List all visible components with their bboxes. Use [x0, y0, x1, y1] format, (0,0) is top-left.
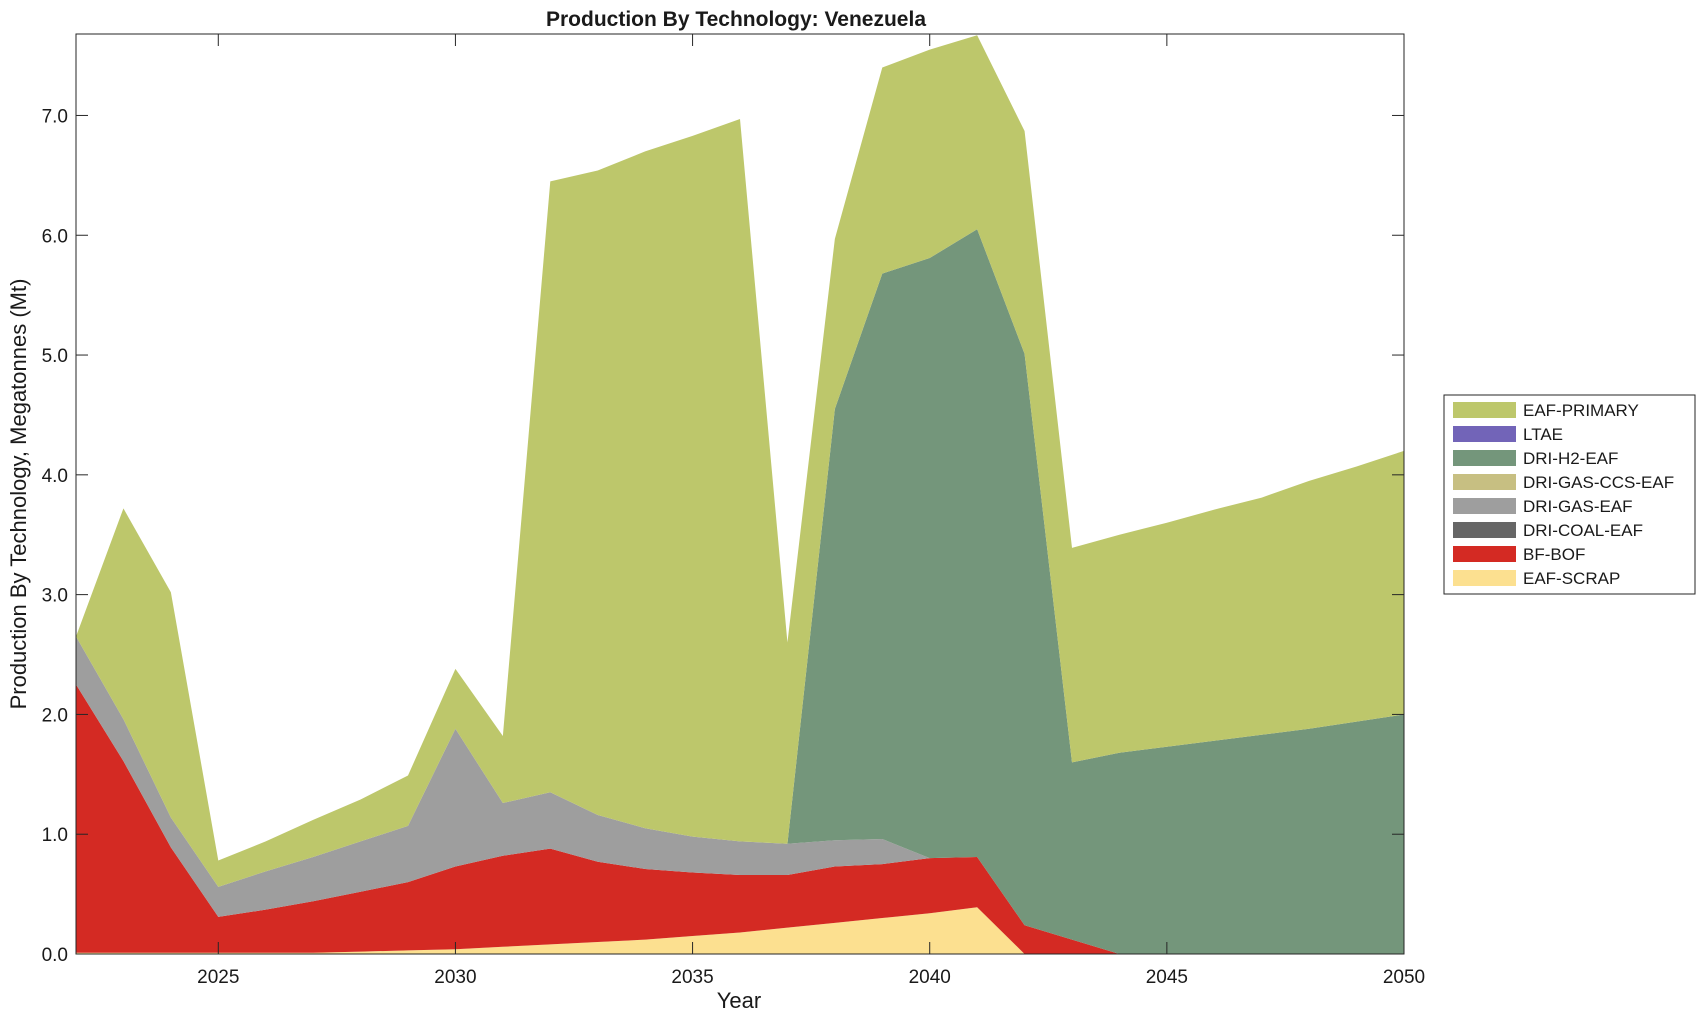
legend-label-dri-gas-eaf: DRI-GAS-EAF	[1523, 497, 1633, 516]
x-tick-label: 2040	[909, 967, 951, 988]
area-dri-gas-eaf	[76, 636, 1404, 954]
legend-label-eaf-scrap: EAF-SCRAP	[1523, 569, 1620, 588]
x-tick-label: 2030	[434, 967, 476, 988]
area-dri-h2-eaf	[76, 229, 1404, 954]
legend-label-ltae: LTAE	[1523, 425, 1563, 444]
y-axis: 0.0 1.0 2.0 3.0 4.0 5.0 6.0 7.0	[42, 106, 1404, 966]
x-tick-label: 2045	[1146, 967, 1188, 988]
x-axis-label: Year	[717, 988, 761, 1013]
y-tick-label: 1.0	[42, 825, 68, 846]
chart-title: Production By Technology: Venezuela	[546, 8, 926, 31]
x-tick-label: 2035	[671, 967, 713, 988]
legend-swatch-eaf-primary	[1453, 402, 1516, 418]
legend-label-dri-coal-eaf: DRI-COAL-EAF	[1523, 521, 1643, 540]
legend-swatch-ltae	[1453, 426, 1516, 442]
area-eaf-scrap	[76, 907, 1404, 954]
legend-label-bf-bof: BF-BOF	[1523, 545, 1585, 564]
legend-label-dri-h2-eaf: DRI-H2-EAF	[1523, 449, 1618, 468]
legend-label-dri-gas-ccs-eaf: DRI-GAS-CCS-EAF	[1523, 473, 1674, 492]
y-axis-label: Production By Technology, Megatonnes (Mt…	[6, 279, 31, 710]
legend-box	[1443, 394, 1696, 595]
legend-swatch-dri-h2-eaf	[1453, 450, 1516, 466]
y-tick-label: 7.0	[42, 106, 68, 127]
y-tick-label: 2.0	[42, 705, 68, 726]
legend-swatch-eaf-scrap	[1453, 570, 1516, 586]
x-axis: 2025 2030 2035 2040 2045 2050	[197, 34, 1425, 988]
y-tick-label: 5.0	[42, 346, 68, 367]
legend-swatch-dri-coal-eaf	[1453, 522, 1516, 538]
legend-swatch-dri-gas-eaf	[1453, 498, 1516, 514]
y-tick-label: 0.0	[42, 945, 68, 966]
y-tick-label: 3.0	[42, 586, 68, 607]
plot-frame	[75, 33, 1405, 955]
legend-swatch-bf-bof	[1453, 546, 1516, 562]
area-eaf-primary	[76, 35, 1404, 887]
legend-label-eaf-primary: EAF-PRIMARY	[1523, 401, 1639, 420]
area-bf-bof	[76, 684, 1404, 954]
x-tick-label: 2050	[1383, 967, 1425, 988]
area-series-group	[76, 35, 1404, 954]
y-tick-label: 4.0	[42, 466, 68, 487]
legend: EAF-PRIMARY LTAE DRI-H2-EAF DRI-GAS-CCS-EAF…	[1443, 394, 1696, 595]
y-tick-label: 6.0	[42, 226, 68, 247]
legend-swatch-dri-gas-ccs-eaf	[1453, 474, 1516, 490]
x-tick-label: 2025	[197, 967, 239, 988]
